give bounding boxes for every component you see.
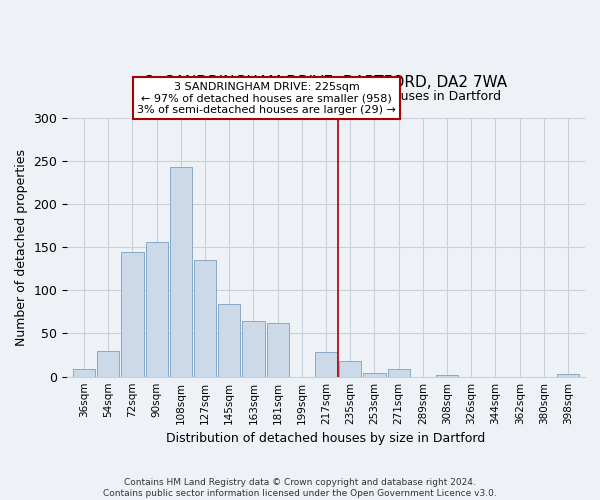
Bar bbox=[146, 242, 168, 376]
Bar bbox=[364, 373, 386, 376]
Text: Size of property relative to detached houses in Dartford: Size of property relative to detached ho… bbox=[151, 90, 501, 104]
Bar bbox=[557, 374, 579, 376]
Bar bbox=[242, 320, 265, 376]
Bar bbox=[266, 323, 289, 376]
Bar bbox=[97, 351, 119, 376]
Y-axis label: Number of detached properties: Number of detached properties bbox=[15, 148, 28, 346]
Bar bbox=[218, 304, 241, 376]
Text: Contains HM Land Registry data © Crown copyright and database right 2024.
Contai: Contains HM Land Registry data © Crown c… bbox=[103, 478, 497, 498]
Bar bbox=[73, 369, 95, 376]
Bar bbox=[388, 369, 410, 376]
Bar bbox=[194, 260, 216, 376]
Bar bbox=[170, 167, 192, 376]
Bar bbox=[436, 375, 458, 376]
Bar bbox=[315, 352, 337, 376]
Bar bbox=[339, 361, 361, 376]
Title: 3, SANDRINGHAM DRIVE, DARTFORD, DA2 7WA: 3, SANDRINGHAM DRIVE, DARTFORD, DA2 7WA bbox=[145, 75, 507, 90]
X-axis label: Distribution of detached houses by size in Dartford: Distribution of detached houses by size … bbox=[166, 432, 486, 445]
Text: 3 SANDRINGHAM DRIVE: 225sqm
← 97% of detached houses are smaller (958)
3% of sem: 3 SANDRINGHAM DRIVE: 225sqm ← 97% of det… bbox=[137, 82, 396, 115]
Bar bbox=[121, 252, 143, 376]
